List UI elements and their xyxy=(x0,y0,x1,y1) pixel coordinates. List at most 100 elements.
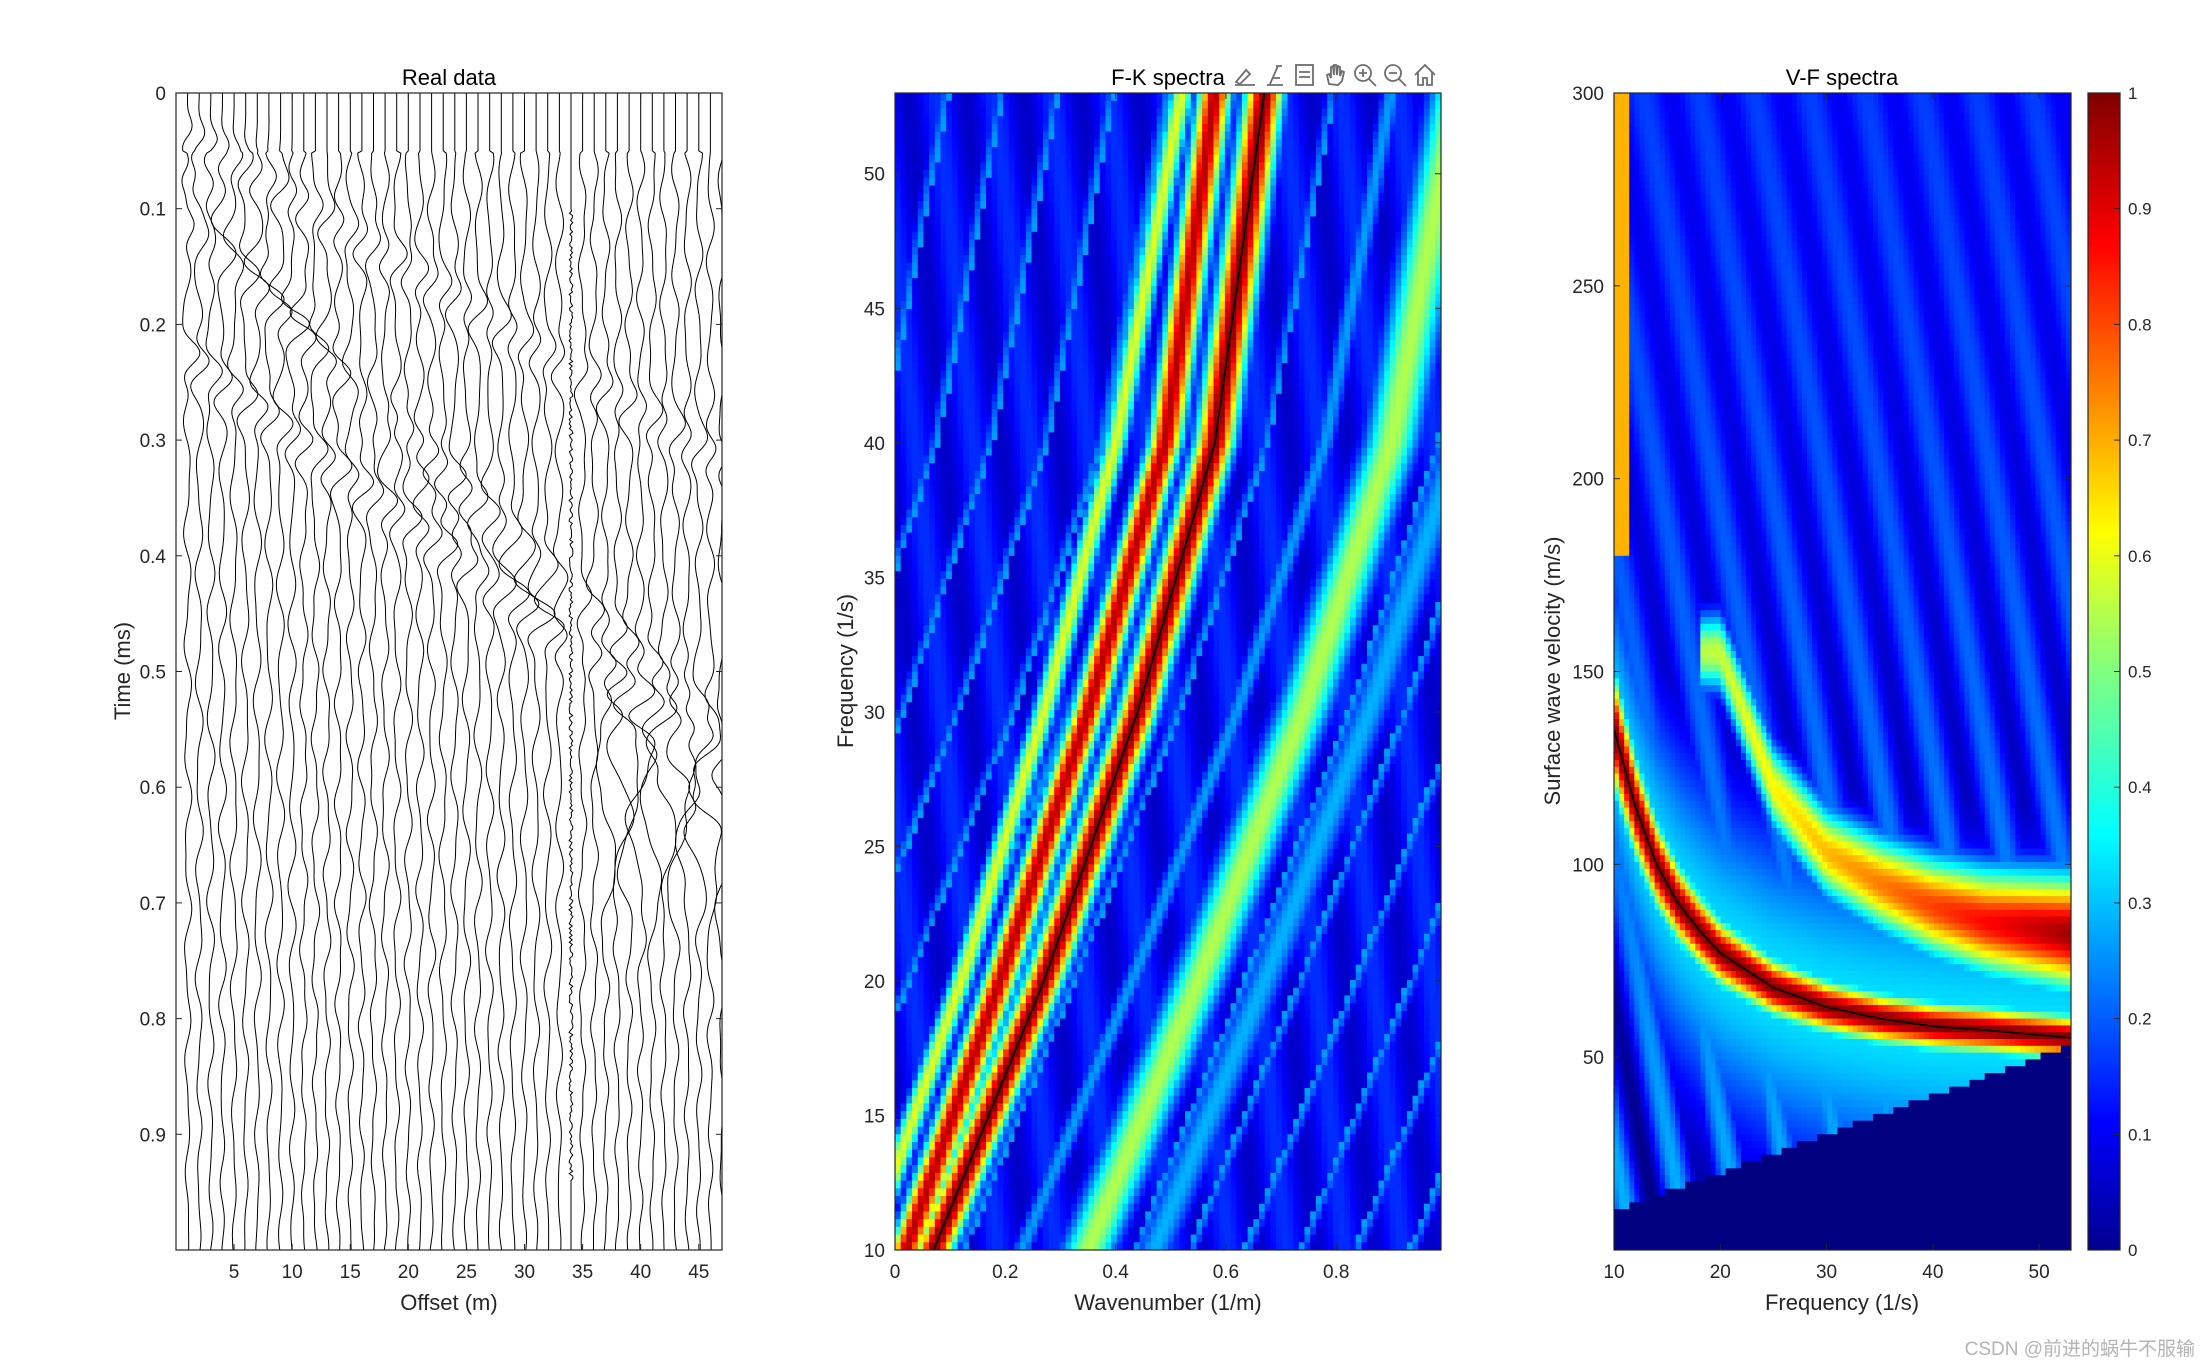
real-data-ytick-label: 0.8 xyxy=(140,1010,166,1031)
colorbar-tick-label: 0 xyxy=(2128,1241,2137,1260)
axis-ticks-vf: 10 20 30 40 50 50 100 150 200 250 300 xyxy=(1572,84,2071,1283)
real-data-ytick-label: 0.6 xyxy=(140,778,166,799)
watermark: CSDN @前进的蜗牛不服输 xyxy=(1965,1338,2195,1360)
seismic-trace xyxy=(190,93,210,1250)
seismic-trace xyxy=(533,93,565,1250)
seismic-trace xyxy=(243,93,270,1250)
real-data-xtick-label: 30 xyxy=(514,1262,535,1283)
ylabel-real-data: Time (ms) xyxy=(110,622,135,720)
panel-fk-spectra: 0 0.2 0.4 0.6 0.8 10 15 20 25 30 35 40 45 50 F-K spec… xyxy=(833,65,1442,1315)
seismic-trace xyxy=(259,93,285,1250)
seismic-trace xyxy=(210,93,237,1250)
seismic-trace xyxy=(456,93,479,1250)
seismic-trace xyxy=(289,93,317,1250)
colorbar-tick-label: 0.5 xyxy=(2128,663,2152,682)
title-real-data: Real data xyxy=(402,65,497,90)
seismic-trace xyxy=(675,93,701,1250)
fk-ytick-label: 40 xyxy=(864,434,885,455)
vf-ytick-label: 150 xyxy=(1572,663,1604,684)
seismic-trace xyxy=(467,93,490,1250)
fk-xtick-label: 0.8 xyxy=(1323,1262,1349,1283)
seismic-trace xyxy=(268,93,294,1250)
seismic-trace xyxy=(683,93,714,1250)
real-data-ytick-label: 0.5 xyxy=(140,663,166,684)
zoom-in-icon[interactable] xyxy=(1354,64,1377,87)
real-data-ytick-label: 0.3 xyxy=(140,431,166,452)
seismic-trace xyxy=(606,93,635,1250)
xlabel-vf: Frequency (1/s) xyxy=(1765,1290,1919,1315)
pan-hand-icon[interactable] xyxy=(1325,64,1346,86)
colorbar-tick-label: 0.2 xyxy=(2128,1010,2152,1029)
fk-ytick-label: 45 xyxy=(864,299,885,320)
seismic-trace xyxy=(377,93,399,1250)
seismic-trace xyxy=(330,93,353,1250)
home-icon[interactable] xyxy=(1414,63,1436,86)
axis-ticks-fk: 0 0.2 0.4 0.6 0.8 10 15 20 25 30 35 40 45 50 xyxy=(864,93,1441,1283)
seismic-trace xyxy=(585,93,605,1250)
colorbar-tick-label: 0.4 xyxy=(2128,778,2152,797)
legend-icon[interactable] xyxy=(1295,64,1314,86)
seismic-trace xyxy=(666,93,691,1250)
real-data-xtick-label: 5 xyxy=(229,1262,240,1283)
ylabel-vf: Surface wave velocity (m/s) xyxy=(1540,537,1565,806)
vf-ytick-label: 300 xyxy=(1572,84,1604,105)
fk-ytick-label: 10 xyxy=(864,1241,885,1262)
seismic-trace xyxy=(550,93,569,1250)
vf-xtick-label: 10 xyxy=(1603,1262,1624,1283)
real-data-ytick-label: 0.4 xyxy=(140,547,167,568)
seismic-trace xyxy=(692,93,722,1250)
colorbar-tick-label: 0.7 xyxy=(2128,431,2152,450)
seismic-trace xyxy=(236,93,261,1250)
axes-toolbar xyxy=(1232,62,1436,88)
colorbar-tick-label: 0.1 xyxy=(2128,1125,2152,1144)
data-tip-icon[interactable] xyxy=(1262,62,1288,88)
fk-xtick-label: 0.6 xyxy=(1213,1262,1239,1283)
fk-xtick-label: 0.2 xyxy=(992,1262,1018,1283)
fk-ytick-label: 25 xyxy=(864,837,885,858)
real-data-xtick-label: 35 xyxy=(572,1262,593,1283)
seismic-trace xyxy=(412,93,430,1250)
fk-xtick-label: 0.4 xyxy=(1102,1262,1129,1283)
real-data-xtick-label: 40 xyxy=(630,1262,651,1283)
seismic-trace xyxy=(223,93,245,1250)
real-data-xtick-label: 25 xyxy=(456,1262,477,1283)
vf-ytick-label: 100 xyxy=(1572,855,1604,876)
xlabel-real-data: Offset (m) xyxy=(400,1290,497,1315)
vf-heatmap xyxy=(1614,93,2071,1250)
vf-ytick-label: 250 xyxy=(1572,277,1604,298)
fk-ytick-label: 30 xyxy=(864,703,885,724)
colorbar-tick-label: 0.3 xyxy=(2128,894,2152,913)
real-data-ytick-label: 0.7 xyxy=(140,894,166,915)
vf-xtick-label: 40 xyxy=(1922,1262,1943,1283)
real-data-ytick-label: 0.1 xyxy=(140,200,166,221)
seismic-trace xyxy=(422,93,443,1250)
real-data-ytick-label: 0 xyxy=(155,84,166,105)
seismic-trace xyxy=(341,93,360,1250)
zoom-out-icon[interactable] xyxy=(1384,64,1407,87)
vf-picked-curve xyxy=(1614,729,2071,1039)
vf-ytick-label: 50 xyxy=(1583,1048,1604,1069)
fk-ytick-label: 50 xyxy=(864,165,885,186)
axis-ticks-real-data: 5 10 15 20 25 30 35 40 45 0 0.1 0.2 0.3 0.4 0.5 0.6 0.7 0… xyxy=(140,84,722,1283)
real-data-xtick-label: 20 xyxy=(398,1262,419,1283)
real-data-xtick-label: 45 xyxy=(688,1262,709,1283)
seismic-trace xyxy=(573,93,593,1250)
title-vf: V-F spectra xyxy=(1786,65,1899,90)
seismic-trace xyxy=(309,93,330,1250)
vf-xtick-label: 30 xyxy=(1816,1262,1837,1283)
vf-xtick-label: 50 xyxy=(2029,1262,2050,1283)
fk-ytick-label: 35 xyxy=(864,568,885,589)
seismic-trace xyxy=(364,93,385,1250)
title-fk: F-K spectra xyxy=(1111,65,1225,90)
xlabel-fk: Wavenumber (1/m) xyxy=(1074,1290,1261,1315)
brush-icon[interactable] xyxy=(1232,62,1258,88)
seismic-traces xyxy=(181,93,722,1250)
panel-real-data: 5 10 15 20 25 30 35 40 45 0 0.1 0.2 0.3 0.4 0.5 0.6 0.7 0… xyxy=(110,65,723,1315)
seismic-trace xyxy=(480,93,501,1250)
colorbar-ticks: 0 0.1 0.2 0.3 0.4 0.5 0.6 0.7 0.8 0.9 1 xyxy=(2114,84,2152,1260)
colorbar-tick-label: 1 xyxy=(2128,84,2137,103)
seismic-trace xyxy=(645,93,678,1250)
real-data-ytick-label: 0.2 xyxy=(140,315,166,336)
